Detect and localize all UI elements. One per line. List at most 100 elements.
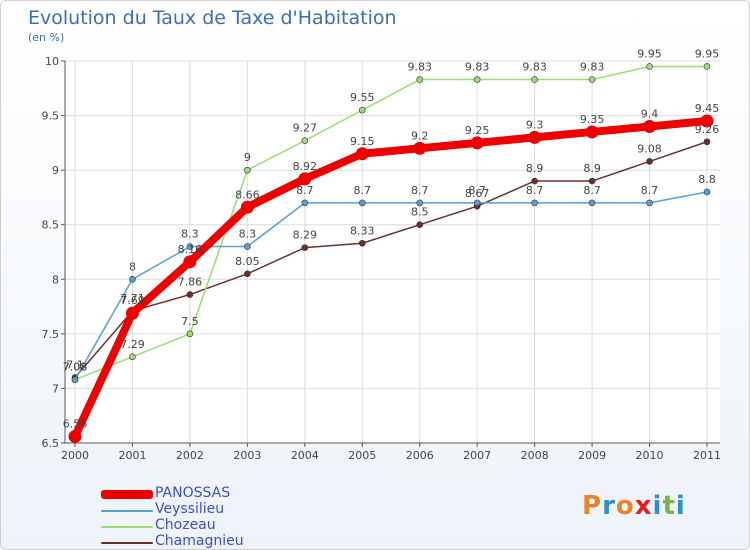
plot-area [65,61,720,443]
data-label-chamagnieu: 7.71 [120,292,145,305]
data-point-veyssilieu [473,199,481,207]
data-point-panossas [68,429,82,443]
x-tick-label: 2005 [348,449,376,462]
y-tick-label: 8 [52,273,59,286]
x-tick-label: 2000 [61,449,89,462]
data-label-veyssilieu: 7.08 [63,361,88,374]
data-point-chozeau [129,353,136,361]
data-label-panossas: 7.69 [120,294,145,307]
data-label-panossas: 9.2 [411,129,429,142]
data-point-panossas [240,200,254,214]
data-label-chamagnieu: 8.33 [350,224,375,237]
data-label-veyssilieu: 8.3 [239,228,257,241]
y-tick-label: 8.5 [42,219,60,232]
data-point-panossas [125,306,139,320]
y-tick-label: 10 [45,55,59,68]
data-point-veyssilieu [71,376,79,383]
data-label-panossas: 9.35 [580,113,605,126]
data-point-veyssilieu [588,199,596,207]
data-point-veyssilieu [301,199,309,207]
y-tick-label: 7 [52,382,59,395]
data-point-veyssilieu [244,243,251,250]
data-label-chamagnieu: 7.1 [66,359,84,372]
x-tick-label: 2002 [176,449,204,462]
data-label-chozeau: 9.55 [350,91,375,104]
data-label-chamagnieu: 8.9 [526,162,544,175]
data-label-chamagnieu: 9.08 [637,142,662,155]
data-label-panossas: 9.3 [526,118,544,131]
data-point-veyssilieu [129,275,136,283]
data-point-panossas [355,147,369,161]
data-label-panossas: 8.16 [178,243,203,256]
y-tick-label: 9 [52,164,59,177]
x-tick-label: 2004 [291,449,319,462]
data-label-chamagnieu: 8.67 [465,187,490,200]
legend-swatch [101,542,153,544]
data-point-chozeau [301,137,309,144]
data-label-veyssilieu: 8.7 [468,184,486,197]
series-line-panossas [71,117,711,441]
data-label-chozeau: 9 [244,151,251,164]
data-point-veyssilieu [358,199,366,207]
data-point-panossas [700,114,714,128]
data-label-chamagnieu: 8.5 [411,206,429,219]
x-tick-label: 2001 [118,449,146,462]
logo-letter: o [615,491,635,521]
data-label-veyssilieu: 8.7 [583,184,601,197]
data-point-chozeau [186,330,194,338]
data-label-chamagnieu: 9.26 [695,123,720,136]
data-label-veyssilieu: 8.7 [526,184,544,197]
legend-label: PANOSSAS [155,485,231,501]
logo-letter: r [602,491,616,521]
y-tick-label: 6.5 [42,437,60,450]
data-label-veyssilieu: 8 [129,260,136,273]
series-line-chamagnieu [74,141,708,379]
data-label-chozeau: 9.83 [465,61,490,74]
data-label-veyssilieu: 8.7 [354,184,372,197]
proxiti-logo: Proxiti [582,491,686,521]
data-point-chamagnieu [646,158,653,165]
y-tick-label: 7.5 [42,328,60,341]
data-point-chozeau [473,76,481,83]
logo-letter: i [652,491,663,521]
data-label-chozeau: 7.08 [63,361,88,374]
logo-letter: P [582,491,603,521]
x-tick-label: 2008 [521,449,549,462]
data-label-chozeau: 7.29 [120,338,145,351]
data-point-chozeau [244,166,251,174]
data-point-panossas [528,130,542,144]
data-label-panossas: 8.92 [293,160,318,173]
x-tick-label: 2011 [693,449,721,462]
data-point-chamagnieu [244,270,251,278]
data-label-panossas: 9.25 [465,124,490,137]
data-point-chamagnieu [416,221,424,229]
data-point-chozeau [588,76,596,83]
data-label-panossas: 8.66 [235,188,260,201]
data-point-veyssilieu [531,199,538,207]
data-point-veyssilieu [186,243,194,250]
data-label-veyssilieu: 8.8 [698,173,716,186]
data-point-chamagnieu [531,177,538,185]
data-label-chamagnieu: 8.29 [293,229,318,242]
legend-swatch [101,510,153,512]
x-tick-label: 2010 [636,449,664,462]
legend-swatch [101,490,153,499]
data-label-chozeau: 9.83 [580,61,605,74]
data-point-chozeau [358,106,366,114]
chart-title: Evolution du Taux de Taxe d'Habitation [28,7,397,29]
data-label-chamagnieu: 8.05 [235,255,260,268]
data-label-chozeau: 9.83 [522,61,547,74]
data-point-chozeau [646,63,653,70]
data-label-chozeau: 9.95 [637,47,662,60]
data-point-veyssilieu [646,199,653,207]
data-point-chozeau [416,76,424,83]
data-point-chozeau [531,76,538,83]
data-point-panossas [643,119,657,133]
data-label-chamagnieu: 7.86 [178,276,203,289]
data-label-panossas: 9.15 [350,135,375,148]
series-line-veyssilieu [74,191,708,381]
data-point-panossas [470,136,484,150]
data-label-veyssilieu: 8.7 [411,184,429,197]
logo-letter: x [634,491,653,521]
series-line-chozeau [74,65,708,381]
